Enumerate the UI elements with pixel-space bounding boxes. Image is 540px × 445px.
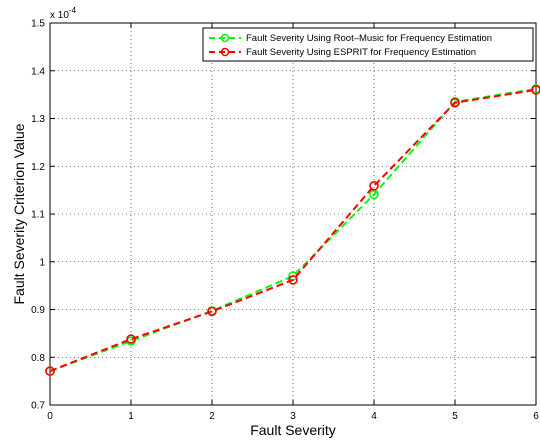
y-tick-label: 0.7 (31, 401, 45, 412)
data-point-series-1 (288, 275, 298, 285)
y-exponent-label: x 10-4 (50, 6, 77, 21)
x-tick-label: 0 (47, 411, 53, 422)
legend-marker-esprit (220, 47, 230, 57)
data-point-series-1 (369, 181, 379, 191)
y-tick-label: 0.9 (31, 305, 45, 316)
x-tick-label: 2 (209, 411, 215, 422)
x-tick-label: 1 (128, 411, 134, 422)
series-layer (45, 84, 540, 376)
data-point-series-1 (126, 334, 136, 344)
y-tick-labels: 0.7 0.8 0.9 1 1.1 1.2 1.3 1.4 1.5 (31, 19, 45, 412)
data-point-series-1 (207, 306, 217, 317)
x-tick-label: 6 (533, 411, 539, 422)
y-tick-label: 1.5 (31, 19, 45, 30)
y-tick-label: 0.8 (31, 353, 45, 364)
x-tick-label: 4 (371, 411, 377, 422)
legend-label-esprit: Fault Severity Using ESPRIT for Frequenc… (246, 47, 476, 58)
y-tick-label: 1.2 (31, 162, 45, 173)
y-tick-label: 1.1 (31, 210, 45, 221)
x-axis-label: Fault Severity (250, 422, 336, 438)
plot-frame (49, 22, 537, 406)
y-tick-label: 1.4 (31, 66, 45, 77)
y-axis-label: Fault Severity Criterion Value (11, 123, 27, 304)
x-tick-label: 5 (452, 411, 458, 422)
legend: Fault Severity Using Root–Music for Freq… (202, 27, 534, 62)
grid (50, 23, 536, 405)
legend-box (202, 27, 534, 62)
x-tick-labels: 0 1 2 3 4 5 6 (47, 411, 539, 422)
data-point-series-1 (450, 97, 460, 108)
series-line-1 (49, 88, 537, 373)
y-tick-label: 1.3 (31, 114, 45, 125)
legend-marker-root-music (220, 33, 230, 43)
data-point-series-1 (531, 85, 540, 95)
y-tick-label: 1 (39, 257, 45, 268)
legend-label-root-music: Fault Severity Using Root–Music for Freq… (246, 33, 492, 44)
x-tick-label: 3 (290, 411, 296, 422)
data-point-series-1 (45, 366, 55, 376)
